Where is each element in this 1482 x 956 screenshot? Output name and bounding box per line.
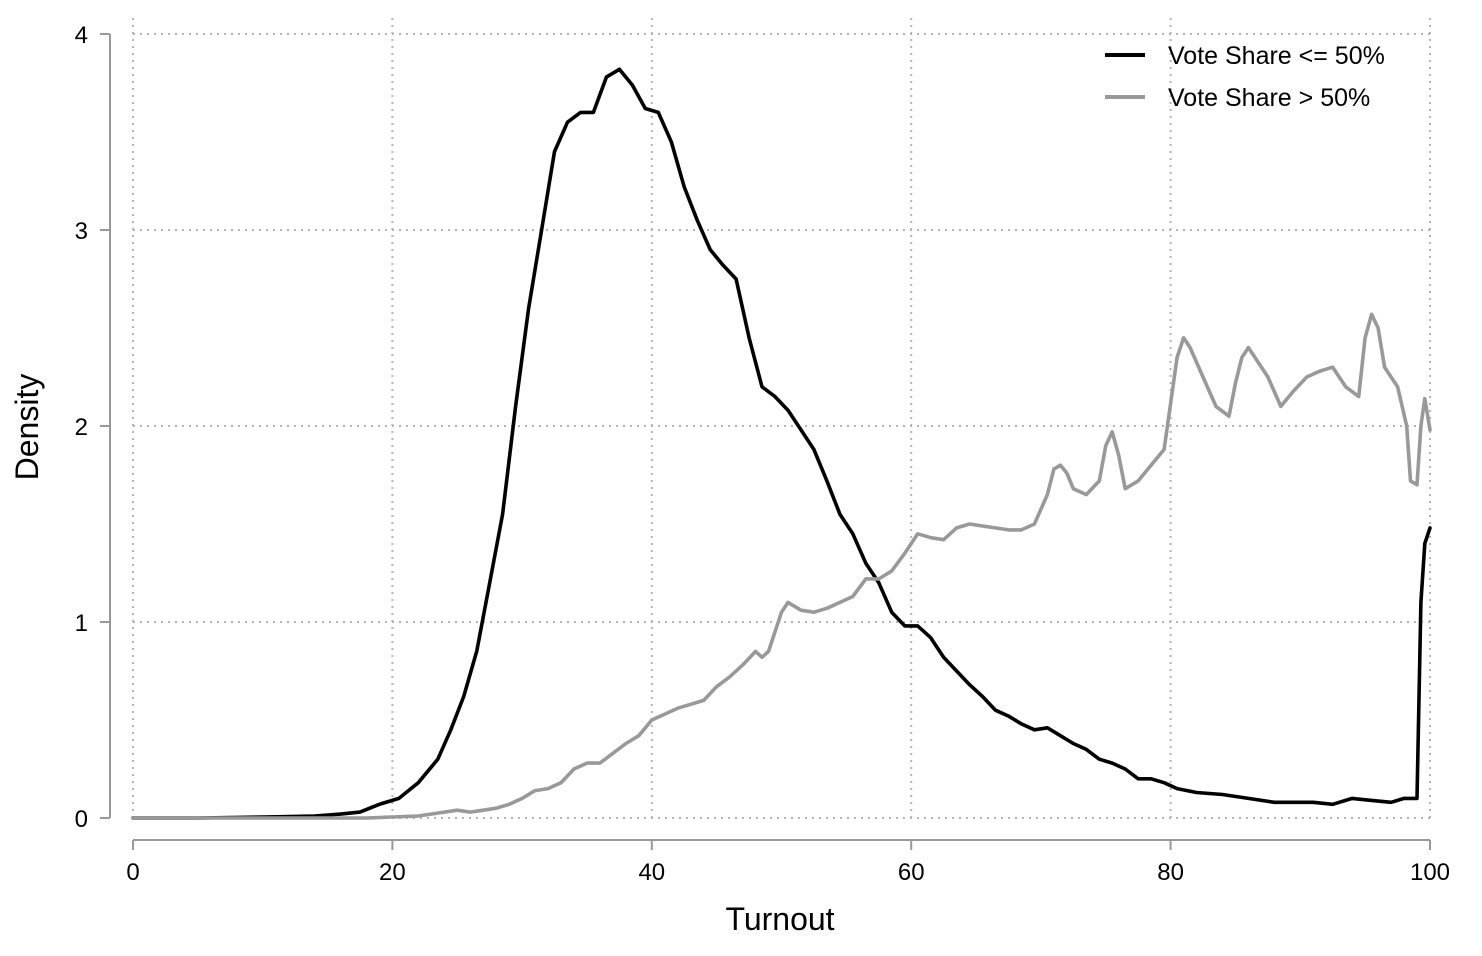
series-lines [131,67,1432,820]
x-axis-title: Turnout [725,901,834,937]
y-tick-label: 1 [75,610,88,637]
x-tick-label: 0 [126,859,139,886]
x-tick-label: 20 [379,859,406,886]
y-tick-label: 4 [75,22,88,49]
y-axis-title: Density [9,374,45,481]
x-tick-label: 60 [898,859,925,886]
series-line-2 [131,312,1432,820]
grid-lines [132,14,1431,819]
x-tick-label: 80 [1157,859,1184,886]
x-tick-label: 100 [1410,859,1450,886]
y-tick-label: 2 [75,414,88,441]
y-tick-label: 0 [75,806,88,833]
series-line-1 [131,67,1432,820]
legend-label: Vote Share <= 50% [1168,42,1385,70]
x-tick-label: 40 [638,859,665,886]
legend-label: Vote Share > 50% [1168,84,1370,112]
y-tick-label: 3 [75,218,88,245]
legend: Vote Share <= 50% Vote Share > 50% [1105,42,1385,112]
